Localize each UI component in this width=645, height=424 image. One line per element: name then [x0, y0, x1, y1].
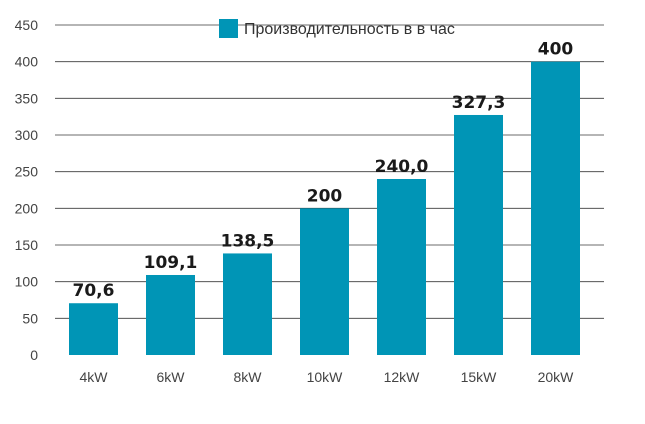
data-label-20kW: 400	[538, 40, 574, 60]
data-label-6kW: 109,1	[144, 253, 198, 273]
x-tick-label-8kW: 8kW	[234, 369, 263, 385]
legend: Производительность в в час	[219, 19, 455, 38]
legend-label: Производительность в в час	[244, 21, 455, 38]
bar-15kW	[454, 114, 503, 355]
y-axis-ticks: 0 50 100 150 200 250 300 350 400 450	[15, 17, 39, 363]
bar-12kW	[377, 179, 426, 355]
y-tick-label-0: 0	[30, 347, 38, 363]
y-tick-label-250: 250	[15, 164, 39, 180]
x-axis-categories: 4kW 6kW 8kW 10kW 12kW 15kW 20kW	[80, 369, 575, 385]
x-tick-label-12kW: 12kW	[384, 369, 421, 385]
x-tick-label-15kW: 15kW	[461, 369, 498, 385]
legend-swatch	[219, 19, 238, 38]
bars	[69, 61, 580, 356]
data-label-12kW: 240,0	[375, 157, 429, 177]
y-tick-label-200: 200	[15, 200, 39, 216]
y-tick-label-300: 300	[15, 127, 39, 143]
y-tick-label-50: 50	[22, 310, 38, 326]
bar-20kW	[531, 61, 580, 356]
bar-10kW	[300, 208, 349, 355]
y-tick-label-400: 400	[15, 54, 39, 70]
y-tick-label-100: 100	[15, 274, 39, 290]
y-tick-label-350: 350	[15, 90, 39, 106]
bar-4kW	[69, 303, 118, 355]
data-label-4kW: 70,6	[73, 281, 115, 301]
x-tick-label-10kW: 10kW	[307, 369, 344, 385]
bar-6kW	[146, 274, 195, 355]
x-tick-label-20kW: 20kW	[538, 369, 575, 385]
data-label-10kW: 200	[307, 186, 343, 206]
y-tick-label-450: 450	[15, 17, 39, 33]
data-label-15kW: 327,3	[452, 93, 506, 113]
x-tick-label-6kW: 6kW	[157, 369, 186, 385]
data-label-8kW: 138,5	[221, 231, 275, 251]
data-labels: 70,6 109,1 138,5 200 240,0 327,3 400	[73, 40, 574, 302]
y-tick-label-150: 150	[15, 237, 39, 253]
bar-8kW	[223, 253, 272, 355]
x-tick-label-4kW: 4kW	[80, 369, 109, 385]
